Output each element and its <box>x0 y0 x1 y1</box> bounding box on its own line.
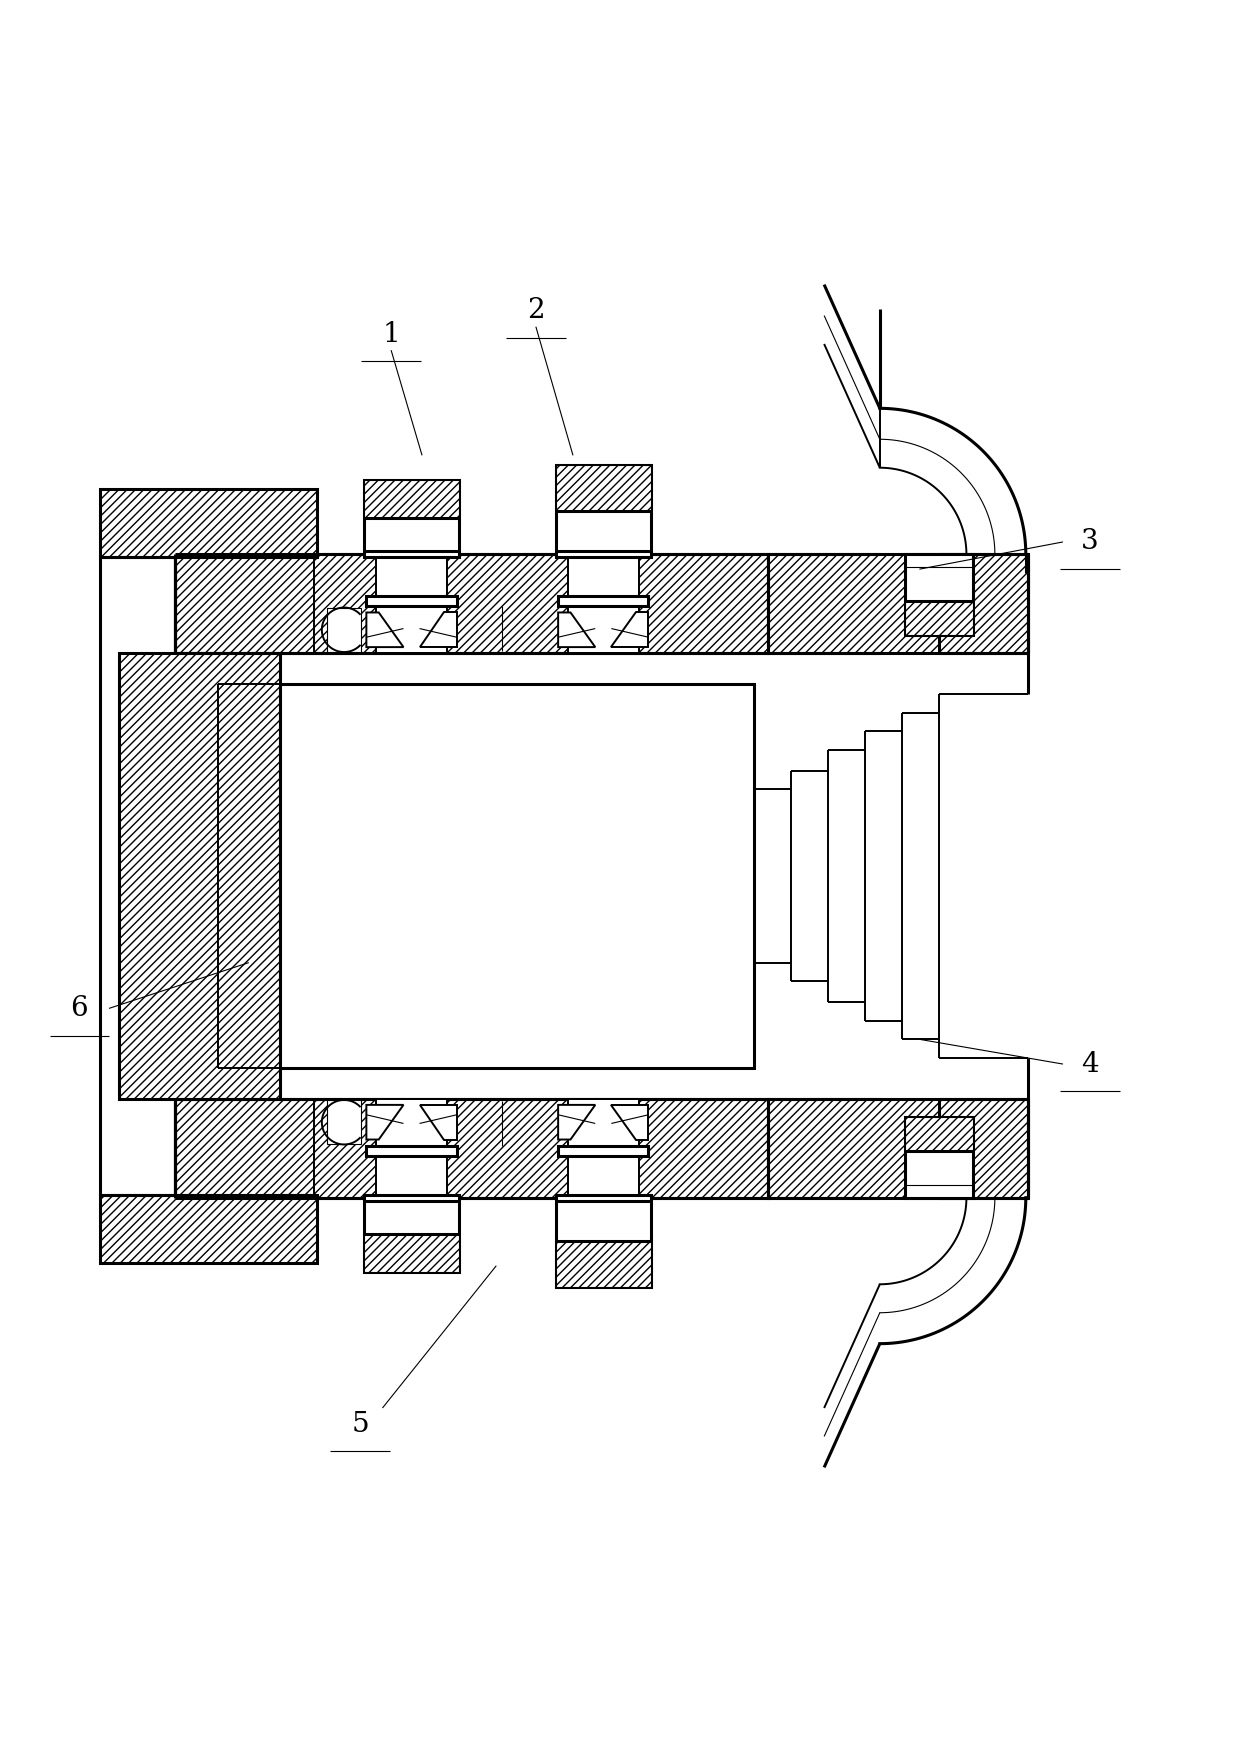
Bar <box>376 1156 446 1195</box>
Bar <box>556 466 651 557</box>
Polygon shape <box>419 1106 456 1139</box>
Bar <box>568 606 639 653</box>
Bar <box>366 596 456 606</box>
Polygon shape <box>419 613 456 646</box>
Polygon shape <box>611 1106 649 1139</box>
Bar <box>363 480 459 519</box>
Polygon shape <box>611 613 649 646</box>
Text: 6: 6 <box>71 995 88 1021</box>
Bar <box>904 1118 972 1151</box>
Polygon shape <box>558 1106 595 1139</box>
Bar <box>376 1099 446 1146</box>
Bar <box>558 596 649 606</box>
Bar <box>175 554 769 653</box>
Bar <box>363 1195 459 1272</box>
Polygon shape <box>366 1106 403 1139</box>
Bar <box>366 1146 456 1156</box>
Bar <box>100 489 317 557</box>
Bar <box>769 554 1028 653</box>
Bar <box>556 1195 651 1286</box>
Text: 3: 3 <box>1081 529 1099 555</box>
Bar <box>568 557 639 596</box>
Bar <box>568 1099 639 1146</box>
Bar <box>376 557 446 596</box>
Bar <box>556 466 651 512</box>
Bar <box>904 554 972 634</box>
Bar <box>376 606 446 653</box>
Bar <box>568 1156 639 1195</box>
Bar <box>769 1099 1028 1198</box>
Bar <box>119 653 280 1099</box>
Text: 2: 2 <box>527 298 544 324</box>
Bar <box>280 685 754 1067</box>
Polygon shape <box>558 613 595 646</box>
Bar <box>556 1240 651 1286</box>
Text: 1: 1 <box>382 321 401 347</box>
Text: 4: 4 <box>1081 1051 1099 1077</box>
Bar <box>327 608 361 652</box>
Bar <box>904 1118 972 1198</box>
Bar <box>363 1233 459 1272</box>
Bar <box>904 601 972 634</box>
Polygon shape <box>366 613 403 646</box>
Bar <box>327 1100 361 1144</box>
Text: 5: 5 <box>351 1410 370 1438</box>
Bar <box>363 480 459 557</box>
Bar <box>100 1195 317 1263</box>
Bar <box>558 1146 649 1156</box>
Bar <box>175 1099 769 1198</box>
